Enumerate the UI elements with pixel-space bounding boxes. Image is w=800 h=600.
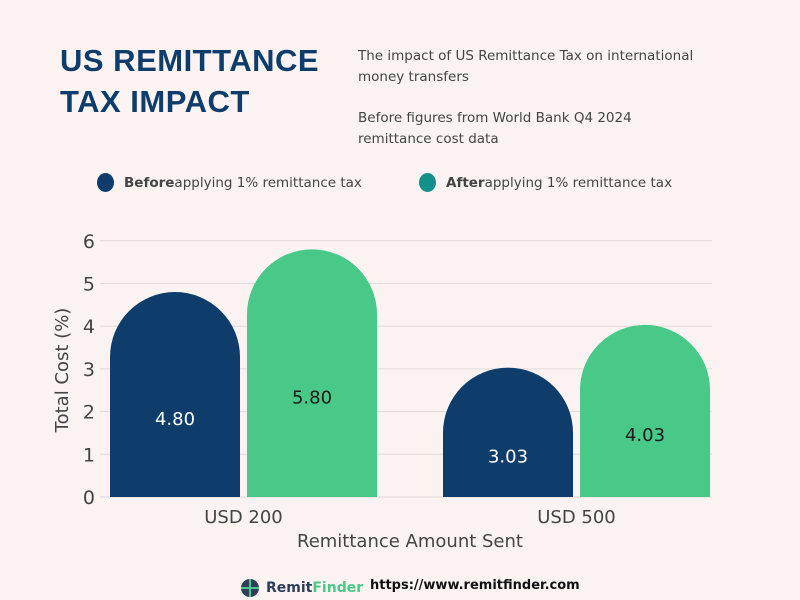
x-tick-label: USD 500 [537, 507, 616, 528]
bar [110, 292, 240, 497]
legend-dot-icon [419, 173, 436, 192]
globe-icon [241, 579, 259, 597]
legend-text: applying 1% remittance tax [484, 174, 673, 191]
y-tick-label: 3 [83, 359, 95, 381]
legend-text: applying 1% remittance tax [174, 174, 362, 191]
page-title: US REMITTANCE TAX IMPACT [60, 40, 319, 122]
bar [580, 324, 710, 497]
brand-logo: Remit Finder [240, 578, 363, 598]
title-line-2: TAX IMPACT [60, 84, 250, 119]
legend-after: After applying 1% remittance tax [419, 173, 672, 192]
y-tick-label: 5 [83, 274, 95, 296]
y-tick-label: 2 [83, 402, 95, 424]
bar-chart: 0 1 2 3 4 5 6 4.80 5.80 USD 200 3.03 4.03 USD 500 Rem… [52, 231, 712, 552]
legend-dot-icon [97, 173, 114, 192]
legend-bold: Before [124, 174, 175, 191]
source-note: Before figures from World Bank Q4 2024 r… [358, 110, 632, 147]
subtitle: The impact of US Remittance Tax on inter… [358, 48, 694, 85]
title-line-1: US REMITTANCE [60, 43, 320, 78]
bar [443, 367, 573, 497]
website-link[interactable]: https://www.remitfinder.com [370, 578, 580, 593]
legend-bold: After [446, 174, 485, 191]
brand-name-a: Remit [266, 580, 313, 596]
data-label: 5.80 [292, 387, 332, 408]
y-axis-label: Total Cost (%) [52, 308, 73, 434]
x-tick-label: USD 200 [204, 507, 283, 528]
data-label: 3.03 [488, 447, 528, 468]
y-tick-label: 0 [83, 487, 95, 509]
legend-before: Before applying 1% remittance tax [97, 173, 362, 192]
y-tick-label: 4 [83, 316, 95, 338]
bar [247, 249, 377, 497]
y-tick-label: 6 [83, 231, 95, 253]
data-label: 4.03 [625, 425, 665, 446]
brand-name-b: Finder [312, 580, 364, 596]
y-tick-label: 1 [83, 444, 95, 466]
x-axis-label: Remittance Amount Sent [297, 531, 523, 552]
data-label: 4.80 [155, 409, 195, 430]
